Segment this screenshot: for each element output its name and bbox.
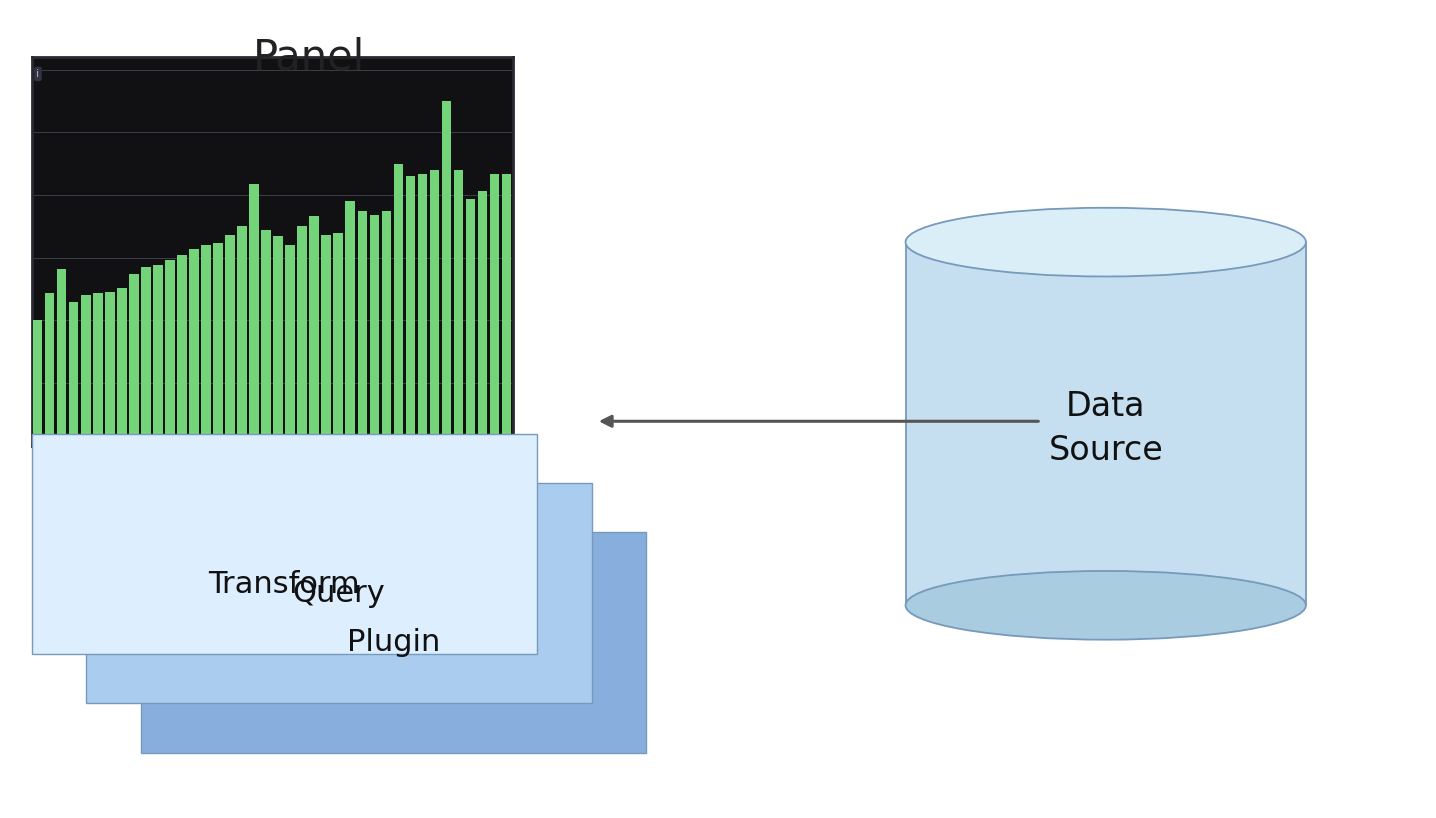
Text: Transform: Transform bbox=[208, 570, 360, 600]
Text: Panel: Panel bbox=[253, 37, 365, 79]
Text: Query: Query bbox=[293, 578, 385, 608]
Text: i: i bbox=[36, 69, 40, 79]
Bar bbox=[309, 217, 319, 446]
Bar bbox=[80, 295, 90, 446]
Bar bbox=[418, 174, 428, 446]
Bar bbox=[358, 211, 368, 446]
Bar bbox=[465, 199, 475, 446]
Bar bbox=[177, 255, 187, 446]
Bar bbox=[105, 292, 115, 446]
Text: Plugin: Plugin bbox=[346, 627, 441, 657]
Bar bbox=[69, 302, 79, 446]
Bar bbox=[393, 164, 404, 446]
Bar bbox=[346, 201, 355, 446]
Bar bbox=[129, 274, 139, 446]
Bar bbox=[213, 243, 223, 446]
Bar bbox=[45, 293, 55, 446]
Bar bbox=[429, 170, 439, 446]
Bar bbox=[165, 260, 175, 446]
Bar bbox=[490, 174, 500, 446]
Bar bbox=[273, 236, 283, 446]
Bar bbox=[454, 170, 464, 446]
Bar bbox=[201, 245, 211, 446]
Bar bbox=[190, 249, 198, 446]
Ellipse shape bbox=[906, 208, 1305, 276]
Bar bbox=[382, 211, 391, 446]
Bar bbox=[57, 269, 66, 446]
Bar bbox=[237, 227, 247, 446]
Bar bbox=[154, 265, 162, 446]
Bar bbox=[33, 321, 43, 446]
Ellipse shape bbox=[906, 571, 1305, 640]
Bar bbox=[286, 245, 294, 446]
Bar bbox=[333, 233, 343, 446]
Bar bbox=[93, 293, 102, 446]
Title: Total HTTP Requests: Total HTTP Requests bbox=[187, 38, 358, 53]
Bar bbox=[225, 236, 236, 446]
Bar bbox=[322, 236, 332, 446]
Bar bbox=[297, 227, 307, 446]
Bar bbox=[405, 177, 415, 446]
Bar bbox=[250, 184, 258, 446]
Bar bbox=[116, 288, 126, 446]
Bar bbox=[261, 230, 271, 446]
Bar bbox=[501, 174, 511, 446]
Polygon shape bbox=[906, 242, 1305, 605]
Bar bbox=[141, 267, 151, 446]
Bar bbox=[369, 215, 379, 446]
Bar bbox=[442, 101, 451, 446]
Bar bbox=[478, 191, 487, 446]
Text: Data
Source: Data Source bbox=[1048, 390, 1163, 467]
